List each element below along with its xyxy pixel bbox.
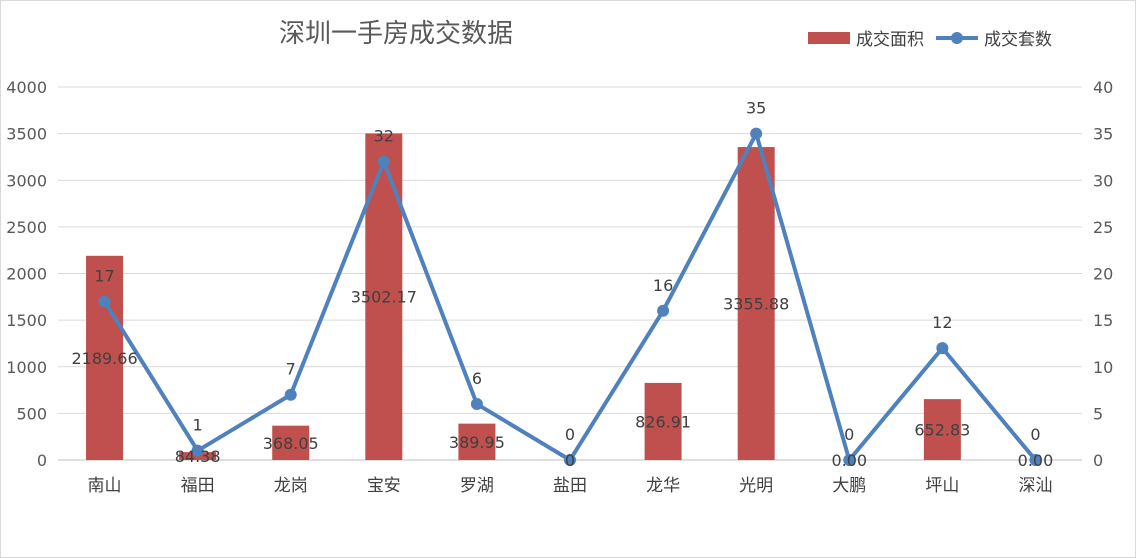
x-category-label: 光明	[739, 476, 773, 496]
bar-data-label: 3502.17	[351, 288, 417, 307]
bar-data-label: 3355.88	[723, 295, 789, 314]
x-category-label: 盐田	[553, 476, 587, 496]
x-category-label: 宝安	[367, 476, 401, 496]
bar	[644, 382, 682, 460]
y-left-tick-label: 500	[16, 404, 47, 423]
x-category-label: 深汕	[1018, 476, 1052, 496]
line-data-label: 6	[472, 369, 482, 388]
y-left-tick-label: 1000	[6, 358, 47, 377]
y-left-tick-label: 4000	[6, 78, 47, 97]
line-point	[284, 388, 297, 401]
legend-bar-label: 成交面积	[856, 30, 924, 50]
bar	[272, 425, 310, 460]
y-axis-left: 0 500 1000 1500 2000 2500 3000 3500 4000	[6, 78, 47, 470]
x-category-label: 大鹏	[832, 476, 866, 496]
line-data-label: 0	[1030, 425, 1040, 444]
x-category-label: 罗湖	[460, 476, 494, 496]
line-point	[470, 398, 483, 411]
line-data-label: 1	[193, 416, 203, 435]
y-right-tick-label: 20	[1093, 265, 1113, 284]
y-right-tick-label: 30	[1093, 171, 1113, 190]
bar-data-label: 2189.66	[71, 349, 137, 368]
y-right-tick-label: 40	[1093, 78, 1113, 97]
line-point	[191, 444, 204, 457]
legend-line-label: 成交套数	[984, 30, 1052, 50]
bar	[458, 423, 496, 460]
y-left-tick-label: 2000	[6, 265, 47, 284]
line-point	[843, 454, 856, 466]
series-line	[102, 131, 1037, 462]
line-data-label: 35	[746, 99, 766, 118]
line-data-label: 0	[844, 425, 854, 444]
y-right-tick-label: 0	[1093, 451, 1103, 470]
line-point	[657, 304, 670, 317]
y-right-tick-label: 15	[1093, 311, 1113, 330]
line-point	[750, 127, 763, 140]
y-right-tick-label: 10	[1093, 358, 1113, 377]
legend-bar-swatch	[808, 32, 850, 44]
line-point	[377, 155, 390, 168]
y-axis-right: 0 5 10 15 20 25 30 35 40	[1093, 78, 1113, 470]
y-left-tick-label: 2500	[6, 218, 47, 237]
line-point	[1029, 454, 1042, 466]
x-category-label: 龙华	[646, 476, 680, 496]
x-category-label: 坪山	[925, 476, 959, 496]
bar-data-label: 368.05	[263, 434, 319, 453]
y-right-tick-label: 35	[1093, 125, 1113, 144]
bar-data-label: 84.38	[175, 447, 221, 466]
bar	[86, 255, 124, 460]
line-point	[936, 342, 949, 355]
line-series	[98, 127, 1042, 466]
y-left-tick-label: 0	[37, 451, 47, 470]
line-point	[564, 454, 576, 466]
bar-data-label: 0.00	[831, 451, 867, 470]
bar-data-label: 826.91	[635, 412, 691, 431]
data-labels: 2189.66 84.38 368.05 3502.17 389.95 0 826.91 33…	[71, 99, 1053, 470]
y-right-tick-label: 5	[1093, 404, 1103, 423]
x-axis-categories: 南山 福田 龙岗 宝安 罗湖 盐田 龙华 光明 大鹏 坪山 深汕	[88, 476, 1053, 496]
bar-series	[86, 133, 961, 460]
y-left-tick-label: 1500	[6, 311, 47, 330]
x-category-label: 福田	[181, 476, 215, 496]
legend-line-marker	[951, 32, 963, 44]
line-data-label: 32	[374, 127, 394, 146]
bar-data-label: 0.00	[1018, 451, 1054, 470]
line-point	[98, 295, 111, 308]
bar-data-label: 0	[565, 451, 575, 470]
gridlines	[58, 86, 1082, 461]
y-left-tick-label: 3000	[6, 171, 47, 190]
bar-data-label: 652.83	[914, 421, 970, 440]
line-data-label: 7	[286, 360, 296, 379]
x-category-label: 南山	[88, 476, 122, 496]
y-left-tick-label: 3500	[6, 125, 47, 144]
chart-title: 深圳一手房成交数据	[279, 19, 513, 49]
line-data-label: 17	[94, 266, 114, 285]
line-data-label: 12	[932, 313, 952, 332]
legend: 成交面积 成交套数	[808, 30, 1052, 50]
x-category-label: 龙岗	[274, 476, 308, 496]
bar	[737, 147, 775, 460]
line-data-label: 16	[653, 276, 673, 295]
bar	[923, 399, 961, 460]
line-data-label: 0	[565, 425, 575, 444]
y-right-tick-label: 25	[1093, 218, 1113, 237]
bar-data-label: 389.95	[449, 433, 505, 452]
